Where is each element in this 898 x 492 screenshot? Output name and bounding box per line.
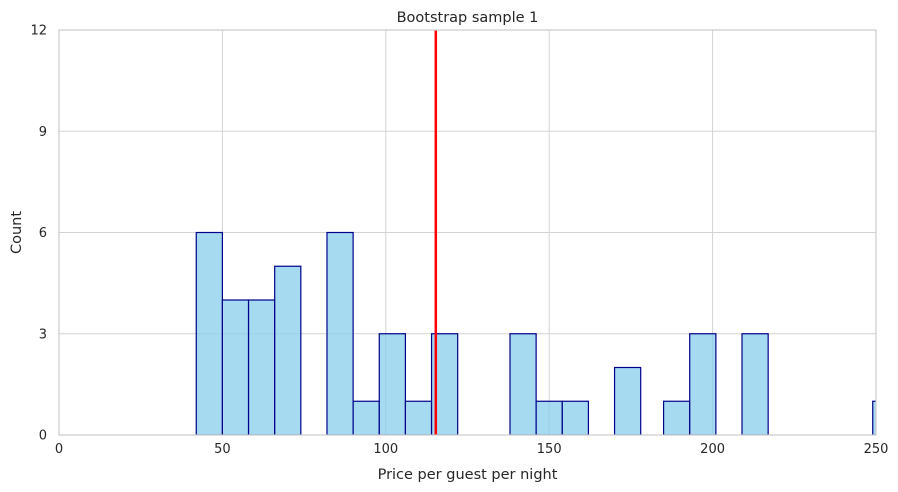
histogram-bar	[561, 400, 590, 435]
histogram-bar	[221, 299, 250, 435]
histogram-bar	[741, 333, 769, 435]
x-tick-labels: 0 50 100 150 200 250	[55, 442, 889, 457]
plot-frame	[58, 29, 877, 436]
x-tick-label: 50	[214, 442, 231, 457]
histogram-bar	[509, 333, 537, 435]
y-tick-labels: 0 3 6 9 12	[30, 24, 47, 444]
y-tick-label: 9	[39, 125, 47, 140]
x-axis-label: Price per guest per night	[378, 467, 558, 483]
histogram-bar	[195, 231, 223, 435]
y-tick-label: 12	[30, 24, 47, 39]
x-tick-label: 100	[373, 442, 398, 457]
histogram-bar	[378, 333, 407, 435]
histogram-bar	[326, 231, 354, 435]
x-tick-label: 150	[537, 442, 562, 457]
histogram-bars	[195, 231, 876, 435]
histogram-bar	[535, 400, 563, 435]
chart-title: Bootstrap sample 1	[397, 10, 539, 26]
histogram-bar	[613, 366, 642, 435]
histogram-bar	[352, 400, 380, 435]
histogram-bar	[274, 265, 302, 435]
y-tick-label: 3	[39, 327, 47, 342]
x-tick-label: 200	[700, 442, 725, 457]
y-axis-label: Count	[9, 211, 25, 254]
histogram-bar	[404, 400, 433, 435]
histogram-bar	[689, 333, 717, 435]
x-tick-label: 250	[864, 442, 889, 457]
y-tick-label: 6	[39, 226, 47, 241]
x-tick-label: 0	[55, 442, 63, 457]
histogram-bar	[662, 400, 691, 435]
histogram-bar	[247, 299, 276, 435]
y-tick-label: 0	[39, 429, 47, 444]
histogram-bar	[872, 400, 876, 435]
